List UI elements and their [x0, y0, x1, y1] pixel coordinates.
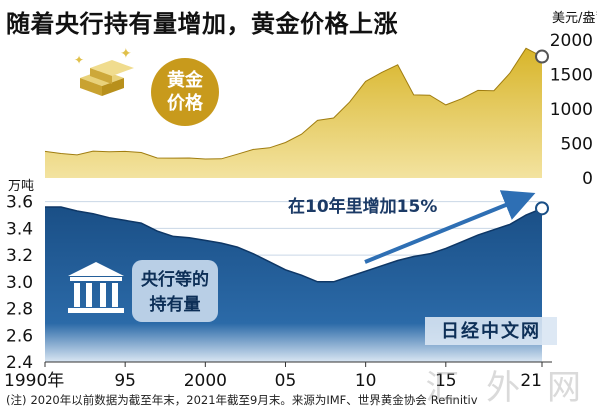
- holdings-unit-label: 万吨: [8, 179, 34, 194]
- holdings-y-tick-label: 3.0: [6, 273, 33, 293]
- holdings-y-tick-label: 2.8: [6, 300, 33, 320]
- watermark: 汇 外 网: [425, 368, 589, 408]
- gold-price-area: [45, 48, 542, 178]
- holdings-y-axis: 2.4 2.6 2.8 3.0 3.2 3.4 3.6: [6, 193, 33, 373]
- x-tick-label: 2000: [184, 371, 227, 391]
- increase-arrow: [364, 190, 536, 264]
- x-tick-label: 15: [435, 371, 457, 391]
- gold-y-axis: 0 500 1000 1500 2000: [550, 31, 593, 189]
- holdings-y-tick-label: 3.2: [6, 246, 33, 266]
- gold-price-panel: 0 500 1000 1500 2000 美元/盎司 ✦ ✦ 黄金 价格: [44, 11, 597, 189]
- footnote: (注) 2020年以前数据为截至年末，2021年截至9月末。来源为IMF、世界黄金…: [6, 392, 482, 408]
- holdings-y-tick-label: 3.4: [6, 219, 33, 239]
- x-tick-label: 21: [520, 371, 542, 391]
- x-tick-label: 95: [114, 371, 136, 391]
- x-tick-label: 1990年: [4, 371, 64, 391]
- increase-annotation: 在10年里增加15%: [288, 196, 437, 217]
- bank-building-icon: [68, 262, 124, 313]
- holdings-label-badge: 央行等的 持有量: [132, 260, 218, 322]
- nikkei-brand-badge: 日经中文网: [425, 317, 557, 345]
- gold-label-line1: 黄金: [167, 69, 204, 91]
- gold-price-line: [44, 47, 543, 160]
- gold-label-badge: 黄金 价格: [151, 58, 219, 126]
- footnote-text: 2020年以前数据为截至年末，2021年截至9月末。来源为IMF、世界黄金协会: [30, 393, 427, 407]
- svg-text:✦: ✦: [120, 46, 132, 62]
- gold-y-tick-label: 500: [561, 135, 593, 155]
- holdings-y-tick-label: 2.4: [6, 353, 33, 373]
- gold-y-tick-label: 1500: [550, 66, 593, 86]
- central-bank-holdings-panel: 2.4 2.6 2.8 3.0 3.2 3.4 3.6 万吨 在10年里增加15% 央行等的…: [6, 179, 557, 373]
- gold-price-endpoint: [535, 49, 549, 64]
- footnote-prefix: (注): [6, 393, 27, 407]
- nikkei-brand-text: 日经中文网: [441, 320, 541, 342]
- chart-title: 随着央行持有量增加，黄金价格上涨: [6, 10, 398, 38]
- gold-bars-icon: ✦ ✦: [74, 46, 134, 96]
- gold-y-tick-label: 2000: [550, 31, 593, 51]
- holdings-label-line2: 持有量: [150, 294, 201, 315]
- gold-unit-label: 美元/盎司: [552, 11, 597, 26]
- holdings-label-line1: 央行等的: [141, 269, 209, 290]
- gold-y-tick-label: 0: [582, 169, 593, 189]
- holdings-endpoint: [535, 201, 549, 216]
- svg-text:✦: ✦: [74, 53, 84, 67]
- x-tick-label: 10: [355, 371, 377, 391]
- x-tick-label: 05: [275, 371, 297, 391]
- x-axis: 1990年 95 2000 05 10 15 21: [4, 361, 552, 391]
- holdings-line: [45, 206, 543, 283]
- footnote-source-brand: Refinitiv: [430, 393, 478, 407]
- gold-label-line2: 价格: [167, 92, 204, 114]
- holdings-y-tick-label: 2.6: [6, 326, 33, 346]
- holdings-area: [45, 207, 542, 362]
- holdings-y-tick-label: 3.6: [6, 193, 33, 213]
- gold-y-tick-label: 1000: [550, 100, 593, 120]
